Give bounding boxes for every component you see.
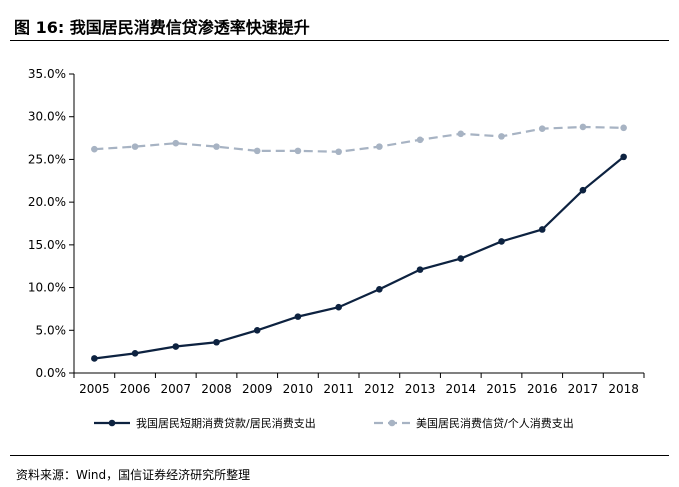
- x-tick-label: 2006: [120, 382, 151, 396]
- series-2-point: [253, 147, 261, 155]
- series-1-point: [538, 226, 546, 233]
- series-2-point: [538, 125, 546, 132]
- series-line-1: [94, 156, 625, 360]
- series-2-point: [213, 143, 220, 150]
- series-2-point: [579, 123, 587, 131]
- x-tick-label: 2015: [486, 382, 517, 396]
- x-tick-label: 2007: [161, 382, 192, 396]
- legend-label-1: 我国居民短期消费贷款/居民消费支出: [136, 416, 316, 430]
- series-1-point: [172, 343, 180, 350]
- x-tick-label: 2008: [201, 382, 232, 396]
- series-1-point: [579, 186, 587, 194]
- y-tick-label: 25.0%: [28, 152, 66, 166]
- y-tick-label: 15.0%: [28, 238, 66, 252]
- source-note: 资料来源：Wind，国信证券经济研究所整理: [16, 468, 251, 482]
- series-2-point: [416, 136, 424, 144]
- x-tick-label: 2009: [242, 382, 273, 396]
- series-1-point: [620, 153, 627, 161]
- series-1-point: [253, 326, 261, 334]
- legend-label-2: 美国居民消费信贷/个人消费支出: [416, 416, 574, 430]
- series-2-point: [620, 124, 627, 132]
- series-1-point: [498, 238, 505, 245]
- x-tick-label: 2012: [364, 382, 395, 396]
- y-tick-label: 0.0%: [36, 366, 67, 380]
- legend-marker-2: [388, 419, 396, 427]
- series-1-point: [294, 313, 302, 320]
- y-tick-label: 30.0%: [28, 110, 66, 124]
- series-2-point: [172, 139, 180, 147]
- series-line-2: [94, 125, 624, 153]
- x-tick-label: 2010: [283, 382, 314, 396]
- series-2-point: [131, 143, 139, 150]
- figure-header: 图 16: 我国居民消费信贷渗透率快速提升: [10, 8, 669, 41]
- series-1-point: [335, 303, 342, 311]
- y-tick-label: 5.0%: [36, 323, 67, 337]
- series-2-point: [335, 148, 342, 156]
- x-tick-label: 2013: [405, 382, 436, 396]
- series-1-point: [131, 350, 139, 357]
- figure-title: 图 16: 我国居民消费信贷渗透率快速提升: [14, 18, 310, 37]
- figure-footer: 资料来源：Wind，国信证券经济研究所整理: [10, 455, 669, 482]
- x-tick-label: 2014: [446, 382, 477, 396]
- series-2-point: [376, 143, 383, 150]
- y-tick-label: 10.0%: [28, 281, 66, 295]
- x-tick-label: 2011: [323, 382, 354, 396]
- series-2-point: [91, 145, 98, 153]
- legend-marker-1: [108, 419, 116, 427]
- y-tick-label: 35.0%: [28, 67, 66, 81]
- series-2-point: [457, 130, 465, 138]
- y-tick-label: 20.0%: [28, 195, 66, 209]
- series-1-point: [91, 355, 98, 362]
- series-1-point: [416, 266, 424, 273]
- x-tick-label: 2017: [568, 382, 599, 396]
- x-tick-label: 2018: [608, 382, 639, 396]
- series-1-point: [457, 255, 465, 262]
- x-tick-label: 2016: [527, 382, 558, 396]
- series-2-point: [294, 147, 302, 155]
- series-1-point: [376, 285, 383, 293]
- x-tick-label: 2005: [79, 382, 110, 396]
- series-1-point: [213, 338, 220, 346]
- series-2-point: [498, 133, 505, 140]
